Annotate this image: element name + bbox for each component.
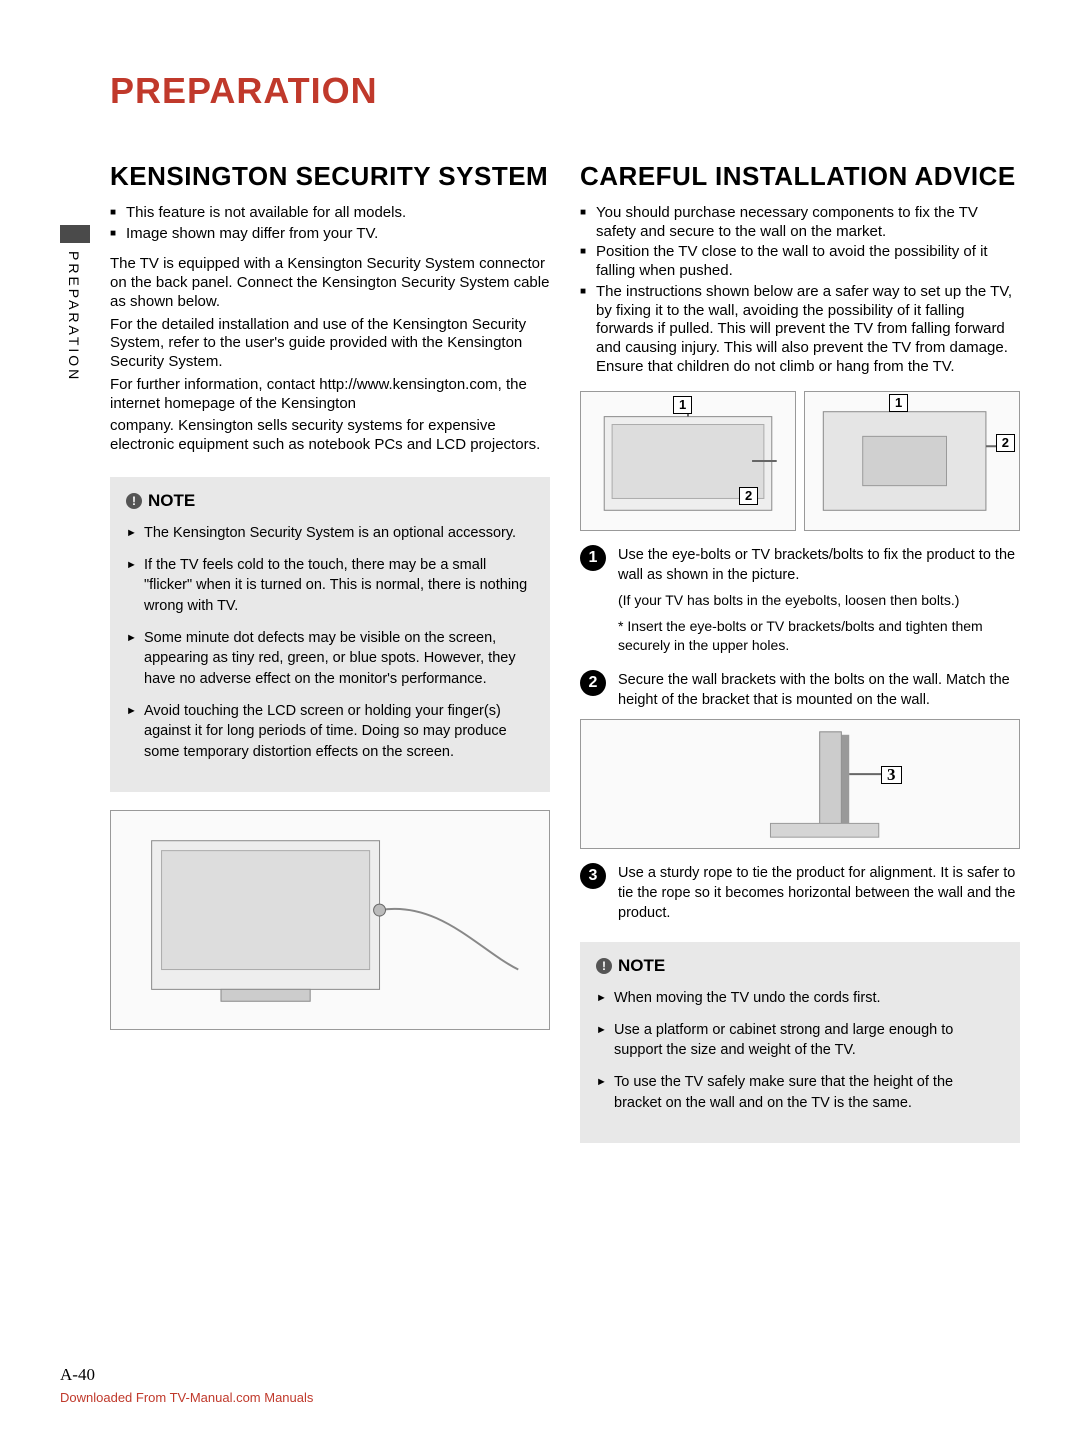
step-2: 2 Secure the wall brackets with the bolt… [580,670,1020,711]
list-item: The instructions shown below are a safer… [580,283,1020,377]
callout-2b: 2 [996,434,1015,452]
step-number: 1 [580,545,606,571]
step-sub: * Insert the eye-bolts or TV brackets/bo… [618,617,1020,656]
step-3: 3 Use a sturdy rope to tie the product f… [580,863,1020,924]
list-item: You should purchase necessary components… [580,204,1020,242]
callout-1b: 1 [889,394,908,412]
callout-3: 3 [881,766,902,784]
body-text: For the detailed installation and use of… [110,316,550,372]
step-1: 1 Use the eye-bolts or TV brackets/bolts… [580,545,1020,656]
note-icon: ! [126,493,142,509]
list-item: Image shown may differ from your TV. [110,225,550,244]
note-header: ! NOTE [126,491,534,511]
list-item: Some minute dot defects may be visible o… [126,628,534,689]
kensington-illustration [110,810,550,1030]
installation-illustrations: 1 2 1 2 [580,391,1020,531]
page-content: PREPARATION KENSINGTON SECURITY SYSTEM T… [0,0,1080,1183]
note-header: ! NOTE [596,956,1004,976]
list-item: When moving the TV undo the cords first. [596,988,1004,1008]
illus-front: 1 2 [580,391,796,531]
note-label: NOTE [148,491,195,511]
right-column: CAREFUL INSTALLATION ADVICE You should p… [580,162,1020,1143]
side-tab-marker [60,225,90,243]
note-label: NOTE [618,956,665,976]
list-item: Use a platform or cabinet strong and lar… [596,1020,1004,1061]
note-list: When moving the TV undo the cords first.… [596,988,1004,1113]
body-text: company. Kensington sells security syste… [110,417,550,455]
download-source: Downloaded From TV-Manual.com Manuals [60,1390,313,1405]
step-number: 2 [580,670,606,696]
body-text: The TV is equipped with a Kensington Sec… [110,255,550,311]
step-sub: (If your TV has bolts in the eyebolts, l… [618,591,1020,611]
list-item: The Kensington Security System is an opt… [126,523,534,543]
step-text: Use the eye-bolts or TV brackets/bolts t… [618,545,1020,586]
kensington-bullets: This feature is not available for all mo… [110,204,550,244]
illus-back: 1 2 [804,391,1020,531]
page-number: A-40 [60,1365,95,1385]
list-item: To use the TV safely make sure that the … [596,1072,1004,1113]
list-item: Position the TV close to the wall to avo… [580,243,1020,281]
page-title: PREPARATION [110,70,1020,112]
list-item: This feature is not available for all mo… [110,204,550,223]
installation-title: CAREFUL INSTALLATION ADVICE [580,162,1020,192]
note-box-right: ! NOTE When moving the TV undo the cords… [580,942,1020,1143]
callout-1: 1 [673,396,692,414]
side-tab: PREPARATION [60,225,90,385]
callout-2: 2 [739,487,758,505]
side-tab-label: PREPARATION [60,243,82,382]
step-number: 3 [580,863,606,889]
list-item: If the TV feels cold to the touch, there… [126,555,534,616]
note-icon: ! [596,958,612,974]
kensington-title: KENSINGTON SECURITY SYSTEM [110,162,550,192]
list-item: Avoid touching the LCD screen or holding… [126,701,534,762]
body-text: For further information, contact http://… [110,376,550,414]
left-column: KENSINGTON SECURITY SYSTEM This feature … [110,162,550,1143]
illus-side: 3 [580,719,1020,849]
step-text: Secure the wall brackets with the bolts … [618,670,1020,711]
step-text: Use a sturdy rope to tie the product for… [618,863,1020,924]
note-box-left: ! NOTE The Kensington Security System is… [110,477,550,792]
note-list: The Kensington Security System is an opt… [126,523,534,762]
installation-bullets: You should purchase necessary components… [580,204,1020,377]
